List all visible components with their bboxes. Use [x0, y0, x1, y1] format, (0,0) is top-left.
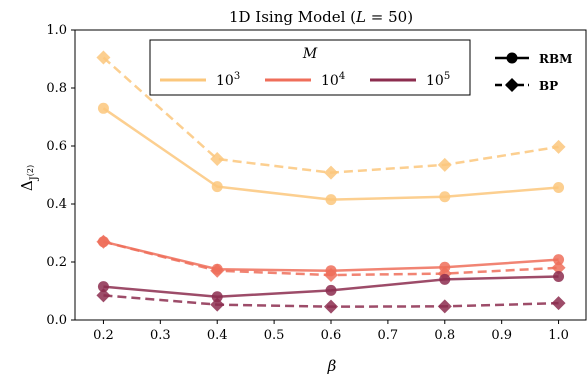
point-bp-103-1 [210, 152, 225, 167]
legend-m-box [149, 39, 471, 96]
point-rbm-105-1 [211, 291, 223, 303]
y-tick-label-4: 0.8 [46, 81, 67, 96]
y-tick-label-1: 0.2 [46, 255, 67, 270]
point-rbm-105-3 [439, 273, 451, 285]
y-tick-label-3: 0.6 [46, 139, 67, 154]
legend-method-marker-0 [506, 52, 518, 64]
point-bp-105-0 [96, 288, 111, 303]
point-rbm-103-2 [325, 194, 337, 206]
legend-method-label-0: RBM [539, 52, 572, 66]
legend-method-marker-1 [505, 78, 519, 92]
point-bp-103-0 [96, 50, 111, 65]
legend-m-label-1: 104 [321, 71, 345, 89]
point-rbm-103-3 [439, 191, 451, 203]
x-tick-label-5: 0.7 [378, 328, 399, 343]
point-bp-104-0 [96, 234, 111, 249]
x-axis-label: β [327, 357, 337, 375]
chart-title: 1D Ising Model (L = 50) [229, 8, 413, 26]
plot-area: 0.2 0.3 0.4 0.5 0.6 0.7 0.8 0.9 1.0 0.0 0.2 0.4 0.6 0… [46, 23, 587, 343]
point-bp-103-3 [437, 157, 452, 172]
legend-m-label-0: 103 [216, 71, 240, 89]
x-tick-label-4: 0.6 [321, 328, 342, 343]
legend-method: RBM BP [495, 52, 572, 93]
point-bp-104-1 [210, 263, 225, 278]
point-rbm-105-2 [325, 284, 337, 296]
x-tick-label-3: 0.5 [264, 328, 285, 343]
point-rbm-103-1 [211, 181, 223, 193]
x-tick-label-8: 1.0 [548, 328, 569, 343]
y-tick-label-0: 0.0 [46, 313, 67, 328]
y-tick-label-5: 1.0 [46, 23, 67, 38]
point-rbm-103-4 [553, 181, 565, 193]
legend-m-label-2: 105 [426, 71, 450, 89]
point-bp-105-1 [210, 297, 225, 312]
legend-method-label-1: BP [539, 79, 558, 93]
point-bp-103-2 [324, 165, 338, 180]
point-rbm-105-0 [97, 281, 109, 293]
legend-m: M 103 104 105 [149, 39, 471, 96]
point-rbm-103-0 [97, 102, 109, 114]
y-tick-label-2: 0.4 [46, 197, 67, 212]
point-bp-105-4 [551, 296, 566, 311]
legend-m-title: M [302, 46, 318, 62]
x-tick-label-6: 0.8 [434, 328, 455, 343]
point-bp-105-3 [437, 299, 452, 314]
y-axis-label: ΔJ(2) [18, 165, 40, 191]
point-bp-103-4 [551, 139, 566, 154]
point-bp-105-2 [324, 299, 338, 314]
x-tick-label-2: 0.4 [207, 328, 228, 343]
point-bp-104-2 [324, 268, 338, 283]
series-line-rbm-103 [102, 107, 559, 201]
x-tick-label-0: 0.2 [93, 328, 114, 343]
x-tick-label-1: 0.3 [150, 328, 171, 343]
point-rbm-104-4 [553, 254, 565, 266]
point-rbm-105-4 [553, 271, 565, 282]
x-tick-label-7: 0.9 [491, 328, 512, 343]
point-bp-104-4 [551, 260, 566, 275]
